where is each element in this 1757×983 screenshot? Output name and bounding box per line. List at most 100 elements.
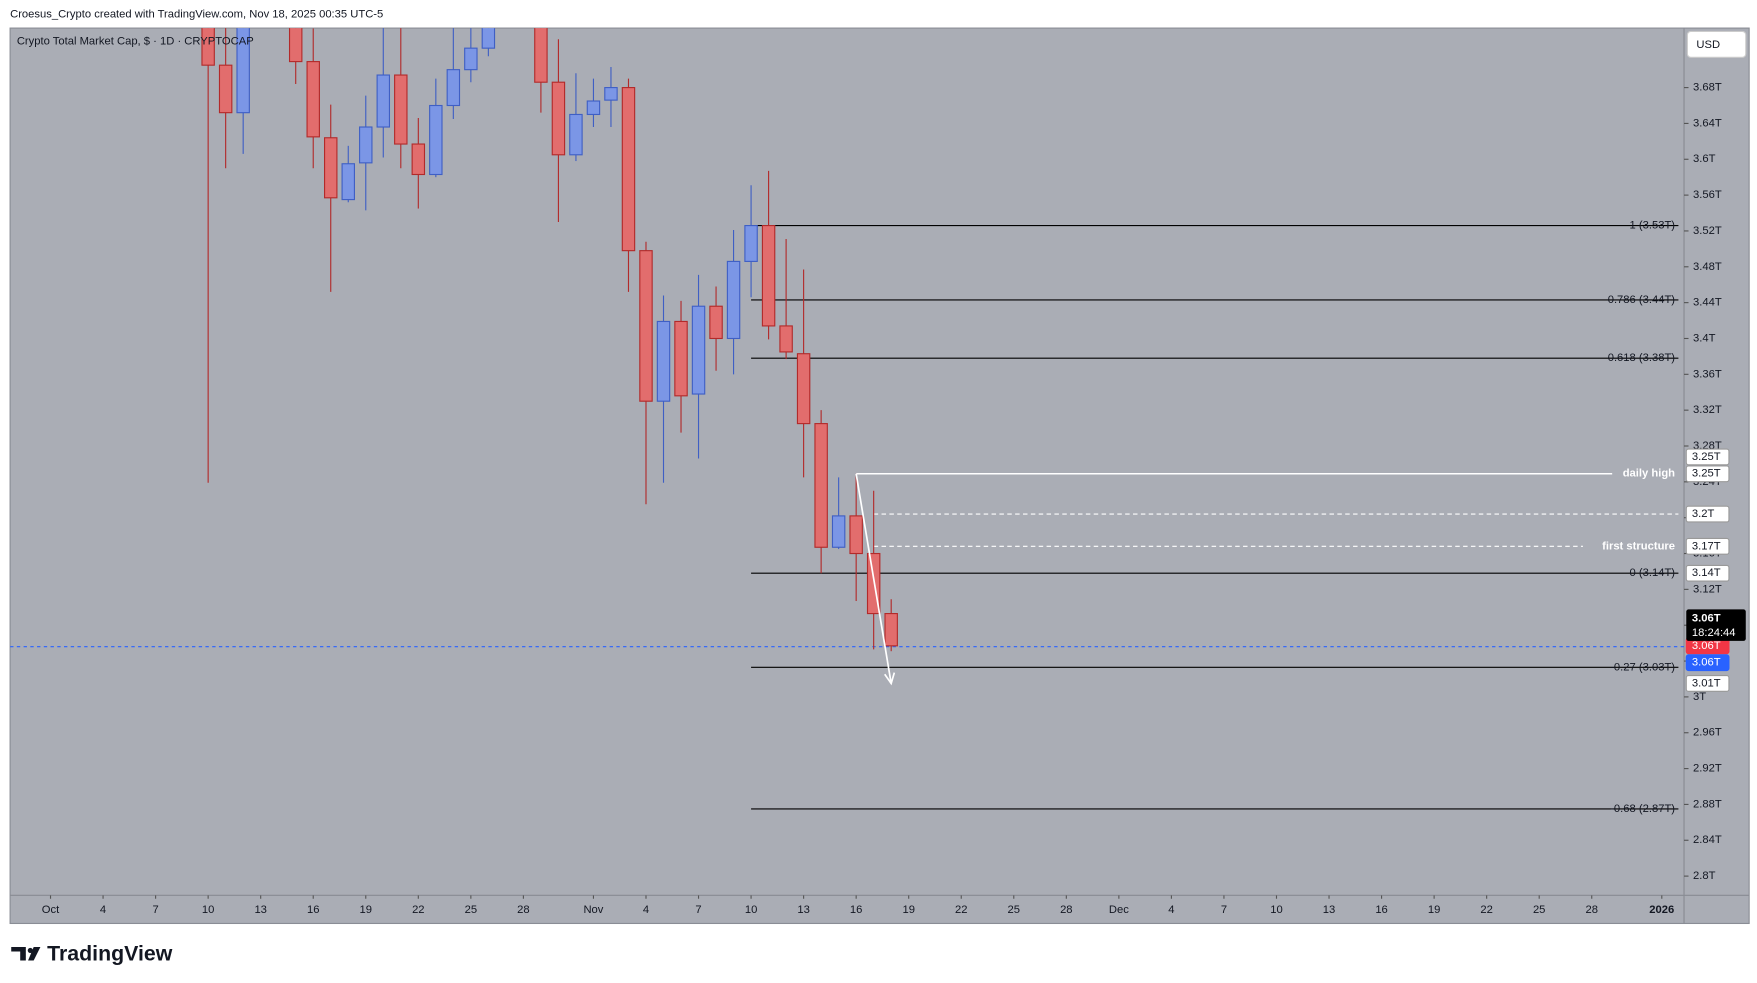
x-tick-label: Dec (1109, 904, 1129, 916)
candle-body (726, 260, 741, 340)
candle-body (831, 515, 846, 548)
candle-body (691, 305, 706, 395)
price-box-label: 3.06T (1692, 657, 1721, 669)
y-tick-label: 3.36T (1693, 368, 1722, 380)
price-box-label: 3.2T (1692, 508, 1715, 520)
x-tick-label: 7 (695, 904, 701, 916)
candle-body (464, 47, 478, 71)
candle-body (324, 137, 338, 199)
countdown-box (1686, 609, 1746, 641)
candle-body (639, 250, 653, 402)
x-tick-label: 7 (1221, 904, 1227, 916)
candle-body (604, 87, 618, 101)
y-tick-label: 3.68T (1693, 82, 1722, 94)
structure-label: first structure (1602, 540, 1675, 552)
candle-body (288, 28, 303, 63)
price-box-label: 3.01T (1692, 677, 1721, 689)
y-tick-label: 3.52T (1693, 225, 1722, 237)
candle-body (359, 126, 373, 164)
candle-body (218, 64, 233, 114)
candle-body (446, 69, 461, 107)
x-tick-label: 16 (307, 904, 319, 916)
fib-label: -0.27 (3.03T) (1610, 661, 1675, 673)
candle-body (500, 0, 512, 16)
candle-body (586, 100, 601, 116)
price-box-label: 3.17T (1692, 540, 1721, 552)
x-tick-label: 19 (902, 904, 914, 916)
fib-label: 1 (3.53T) (1630, 220, 1676, 232)
price-box-label: 3.06T (1692, 640, 1721, 652)
fib-label: 0 (3.14T) (1630, 567, 1676, 579)
legend: Crypto Total Market Cap, $ · 1D · CRYPTO… (17, 36, 254, 48)
candle-body (569, 113, 583, 156)
countdown-time: 18:24:44 (1692, 627, 1736, 639)
candle-body (761, 225, 776, 327)
x-tick-label: 16 (850, 904, 862, 916)
candle-body (709, 305, 723, 340)
x-tick-label: 22 (412, 904, 424, 916)
y-tick-label: 2.92T (1693, 763, 1722, 775)
candle-body (656, 320, 671, 402)
fib-label: -0.68 (2.87T) (1610, 803, 1675, 815)
logo-dot (27, 947, 33, 954)
x-tick-label: 10 (202, 904, 214, 916)
x-tick-label: 13 (1323, 904, 1335, 916)
candle-body (341, 163, 355, 201)
x-tick-label: 22 (955, 904, 967, 916)
candle-body (481, 28, 496, 49)
candle-body (411, 143, 426, 176)
fib-label: 0.786 (3.44T) (1608, 294, 1676, 306)
x-tick-label: Oct (42, 904, 60, 916)
x-tick-label: 7 (152, 904, 158, 916)
x-tick-label: 4 (1168, 904, 1174, 916)
y-tick-label: 2.96T (1693, 727, 1722, 739)
x-tick-label: 16 (1375, 904, 1387, 916)
arrow-head (884, 672, 896, 686)
candle-body (201, 28, 215, 66)
x-tick-label: 25 (1008, 904, 1020, 916)
candle-body (674, 320, 688, 397)
x-tick-label: 4 (643, 904, 649, 916)
chart-frame (9, 27, 1750, 925)
x-tick-label: 28 (1060, 904, 1072, 916)
currency-button[interactable] (1686, 30, 1747, 58)
daily-high-label: daily high (1623, 468, 1675, 480)
x-tick-label: 28 (1586, 904, 1598, 916)
price-box (1685, 675, 1730, 692)
candle-body (517, 0, 529, 7)
x-tick-label: 25 (1533, 904, 1545, 916)
price-box (1685, 505, 1730, 523)
x-tick-label: 10 (745, 904, 757, 916)
x-tick-label: 19 (360, 904, 372, 916)
candle-body (796, 353, 811, 425)
y-tick-label: 2.88T (1693, 798, 1722, 810)
candle-body (621, 87, 636, 252)
candle-body (376, 74, 391, 128)
price-box-label: 3.25T (1692, 451, 1721, 463)
y-tick-label: 3.32T (1693, 404, 1722, 416)
candle-body (429, 104, 443, 176)
arrow (855, 473, 893, 684)
x-tick-label: 13 (254, 904, 266, 916)
logo-text: TradingView (47, 942, 173, 966)
currency-label[interactable]: USD (1696, 39, 1720, 51)
x-tick-label: 13 (797, 904, 809, 916)
price-box (1685, 564, 1730, 582)
x-tick-label: 10 (1270, 904, 1282, 916)
logo-icon (11, 947, 41, 961)
candle-body (779, 325, 793, 353)
header: Croesus_Crypto created with TradingView.… (10, 9, 383, 21)
x-tick-label: Nov (583, 904, 603, 916)
y-tick-label: 3.44T (1693, 297, 1722, 309)
countdown-price: 3.06T (1692, 612, 1721, 624)
price-box-label: 3.25T (1692, 468, 1721, 480)
y-tick-label: 3.64T (1693, 117, 1722, 129)
y-tick-label: 3.12T (1693, 583, 1722, 595)
price-box (1685, 537, 1730, 555)
y-tick-label: 3.4T (1693, 332, 1716, 344)
candle-body (884, 613, 898, 647)
price-box (1685, 465, 1730, 483)
price-box (1685, 448, 1730, 466)
